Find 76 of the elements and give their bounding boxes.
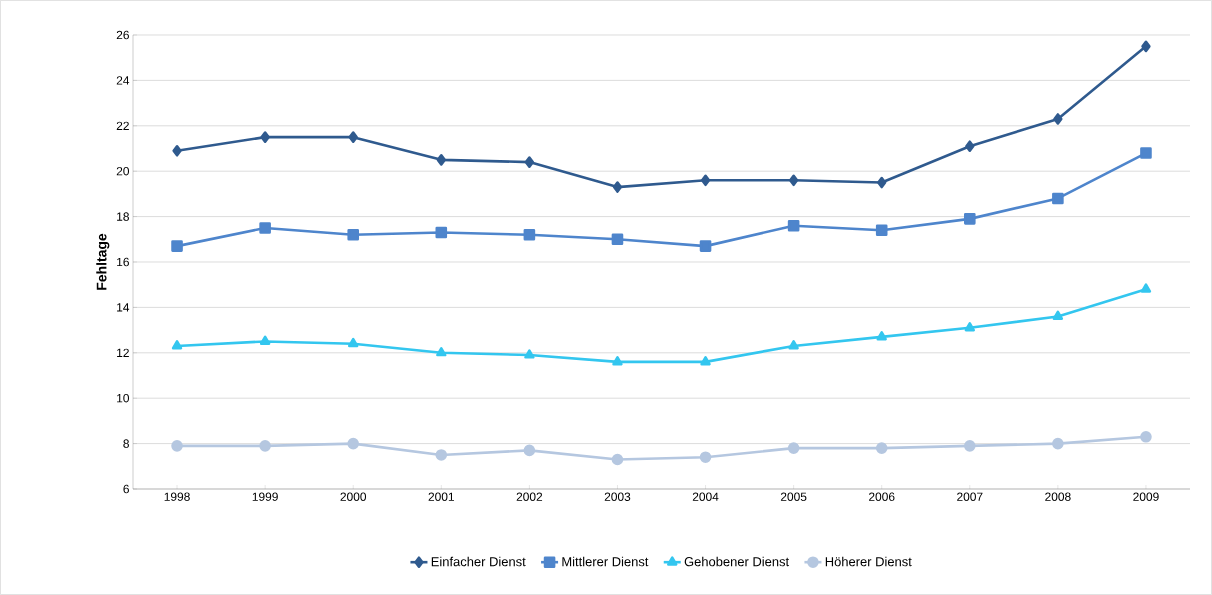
point xyxy=(788,174,799,187)
point xyxy=(435,226,448,239)
point xyxy=(1141,40,1151,53)
x-tick-label: 2006 xyxy=(869,492,895,501)
legend-label: Gehobener Dienst xyxy=(684,556,790,567)
point xyxy=(611,233,624,246)
point xyxy=(964,322,975,332)
y-tick-label: 26 xyxy=(116,30,129,40)
point xyxy=(435,449,448,461)
point xyxy=(612,181,623,193)
y-tick-label: 14 xyxy=(117,303,130,312)
point xyxy=(259,335,271,345)
point xyxy=(612,356,623,366)
x-tick-label: 2000 xyxy=(340,492,367,501)
point xyxy=(172,144,182,157)
point xyxy=(700,174,711,187)
point xyxy=(965,140,975,153)
point xyxy=(875,224,888,237)
y-axis-title: Fehltage xyxy=(96,233,110,290)
legend-label: Einfacher Dienst xyxy=(431,556,526,567)
y-tick-label: 10 xyxy=(117,393,130,403)
x-tick-label: 2007 xyxy=(957,492,983,501)
point xyxy=(963,440,976,452)
point xyxy=(436,347,447,357)
point xyxy=(436,154,446,166)
y-tick-label: 8 xyxy=(123,439,129,448)
x-tick-label: 2009 xyxy=(1133,492,1159,501)
x-tick-label: 1998 xyxy=(164,492,190,501)
point xyxy=(963,213,976,225)
y-tick-label: 6 xyxy=(123,484,129,494)
point xyxy=(524,349,535,359)
point xyxy=(259,440,271,452)
point xyxy=(171,340,183,350)
point xyxy=(347,228,360,241)
x-tick-label: 2004 xyxy=(692,492,719,501)
point xyxy=(523,444,536,457)
point xyxy=(171,240,183,252)
x-tick-label: 2002 xyxy=(516,492,543,501)
y-tick-label: 18 xyxy=(117,212,129,221)
point xyxy=(171,440,183,452)
point xyxy=(259,222,271,234)
point xyxy=(788,340,799,350)
x-tick-label: 2005 xyxy=(780,492,807,501)
point xyxy=(700,356,711,366)
y-tick-label: 16 xyxy=(117,257,129,267)
x-tick-label: 2008 xyxy=(1045,492,1071,501)
x-tick-label: 2001 xyxy=(428,492,454,501)
point xyxy=(348,337,359,348)
y-tick-label: 24 xyxy=(116,76,130,85)
legend-label: Mittlerer Dienst xyxy=(562,556,649,567)
point xyxy=(1052,192,1064,205)
y-tick-label: 12 xyxy=(117,348,129,357)
point xyxy=(1052,310,1064,321)
legend-label: Höherer Dienst xyxy=(825,556,912,567)
point xyxy=(699,240,712,252)
point xyxy=(787,442,800,454)
point xyxy=(876,331,887,341)
point xyxy=(611,453,624,466)
point xyxy=(787,219,800,232)
point xyxy=(1053,113,1063,125)
y-tick-label: 22 xyxy=(116,121,129,130)
x-tick-label: 1999 xyxy=(252,492,278,501)
point xyxy=(699,451,712,464)
point xyxy=(524,156,535,168)
x-tick-label: 2003 xyxy=(604,492,631,501)
point xyxy=(875,442,888,454)
point xyxy=(348,131,358,143)
point xyxy=(1140,430,1152,443)
point xyxy=(1052,437,1064,450)
y-tick-label: 20 xyxy=(116,166,130,176)
point xyxy=(260,131,270,143)
point xyxy=(347,437,360,450)
point xyxy=(523,228,536,241)
point xyxy=(1140,283,1152,293)
point xyxy=(1140,147,1152,159)
point xyxy=(877,176,887,189)
